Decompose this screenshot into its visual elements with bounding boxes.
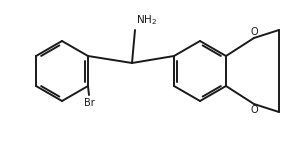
Text: O: O <box>250 105 258 115</box>
Text: NH$_2$: NH$_2$ <box>136 13 157 27</box>
Text: Br: Br <box>84 98 94 108</box>
Text: O: O <box>250 27 258 37</box>
